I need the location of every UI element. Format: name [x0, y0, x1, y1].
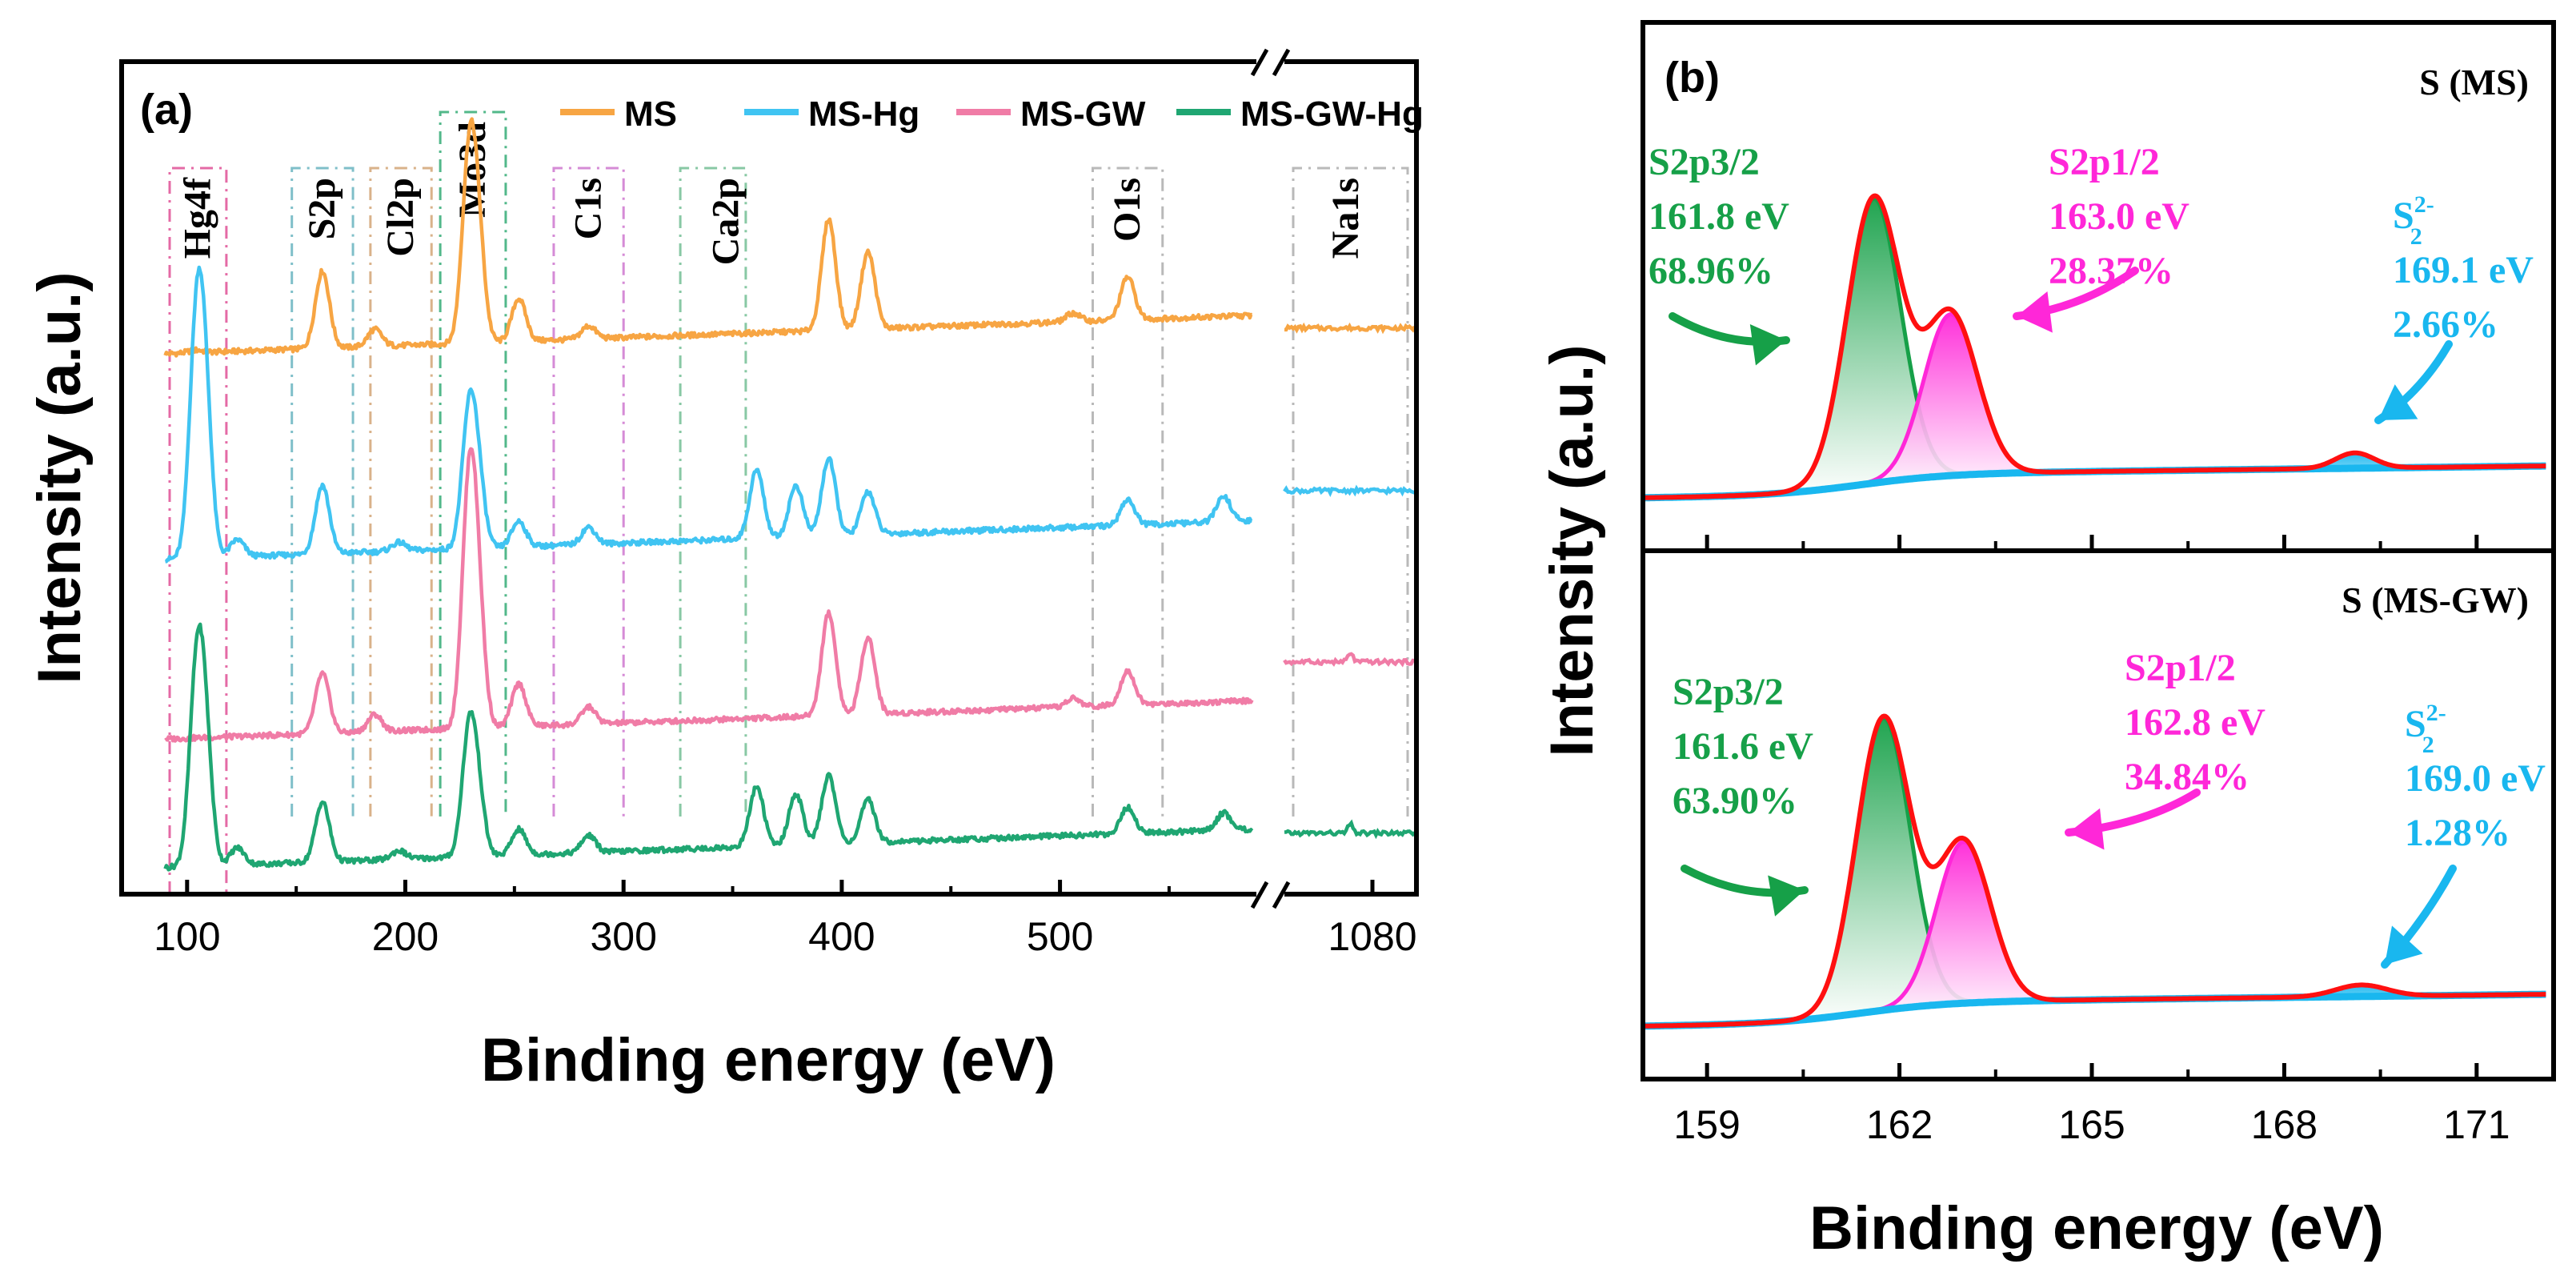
legend-label-ms-gw-hg: MS-GW-Hg [1240, 94, 1424, 134]
peak-label-s2p3-2-line-0: S2p3/2 [1649, 141, 1760, 183]
peak-label-s2p3-2-line-1: 161.6 eV [1673, 725, 1813, 768]
peak-label-s2p3-2-line-1: 161.8 eV [1649, 195, 1789, 238]
panel-b-top-sample-label: S (MS) [2419, 62, 2529, 102]
spectrum-ms-gw-hg [163, 622, 1254, 872]
panel-b-x-tick-label: 171 [2443, 1102, 2510, 1147]
spectrum-tail-ms-gw [1283, 652, 1416, 668]
arrow-head-s2p1-2 [2069, 808, 2105, 850]
arrow-head-s2p1-2 [2017, 291, 2053, 333]
peak-label-s2p3-2-line-2: 68.96% [1649, 250, 1773, 292]
panel-a-label: (a) [140, 86, 193, 134]
panel-a-x-tick-label: 400 [808, 914, 875, 959]
annotation-label-cl2p: Cl2p [379, 178, 422, 257]
panel-a-x-tick-label: 200 [372, 914, 439, 959]
panel-b: 159 162 165 168 171 (b) S (MS) S (MS-GW) Bin… [1538, 20, 2556, 1262]
panel-b-x-tick-label: 168 [2251, 1102, 2318, 1147]
spectrum-tail-ms-hg [1283, 484, 1416, 497]
panel-a-frame-left [119, 59, 1256, 897]
panel-b-top-subplot [1643, 193, 2546, 502]
panel-b-bottom-sample-label: S (MS-GW) [2342, 580, 2529, 620]
axis-break-top [1250, 48, 1291, 77]
panel-b-y-axis-title: Intensity (a.u.) [1538, 344, 1606, 756]
peak-label-s2p3-2-line-0: S2p3/2 [1673, 671, 1784, 713]
peak-label-s2-2-line-0: S2-2 [2405, 700, 2446, 758]
component-fill-s2p3-2 [1643, 199, 2546, 498]
annotation-label-ca2p: Ca2p [704, 178, 747, 265]
panel-b-x-tick-label: 165 [2058, 1102, 2125, 1147]
panel-b-x-tick-label: 159 [1673, 1102, 1740, 1147]
peak-label-s2p3-2-line-2: 63.90% [1673, 780, 1797, 822]
peak-label-s2p1-2-line-1: 162.8 eV [2125, 701, 2266, 744]
annotation-box-mo3d [439, 110, 507, 817]
panel-a-x-tick-label: 300 [590, 914, 656, 959]
spectrum-ms [163, 117, 1253, 358]
annotation-label-mo3d: Mo3d [451, 122, 494, 218]
panel-b-bottom-subplot [1643, 713, 2546, 1030]
peak-label-s2-2-line-2: 1.28% [2405, 812, 2510, 854]
annotation-label-c1s: C1s [567, 178, 610, 239]
legend-label-ms-hg: MS-Hg [808, 94, 919, 134]
panel-b-x-axis-title: Binding energy (eV) [1809, 1194, 2384, 1262]
spectrum-tail-ms-gw-hg [1284, 819, 1416, 840]
arrow-head-s2p3-2 [1749, 324, 1786, 366]
component-fill-s2p3-2 [1643, 718, 2546, 1026]
panel-a-frame-right [1284, 59, 1419, 897]
legend-label-ms-gw: MS-GW [1020, 94, 1146, 134]
annotation-label-s2p: S2p [301, 178, 343, 239]
peak-label-s2p1-2-line-0: S2p1/2 [2125, 647, 2236, 689]
legend-label-ms: MS [624, 94, 677, 134]
envelope-curve [1643, 713, 2546, 1029]
peak-label-s2-2-line-1: 169.1 eV [2393, 249, 2534, 291]
peak-label-s2p1-2-line-1: 163.0 eV [2049, 195, 2189, 238]
annotation-box-cl2p [369, 167, 433, 817]
panel-b-x-tick-label: 162 [1866, 1102, 1933, 1147]
arrow-head-s2-2 [2378, 384, 2418, 420]
annotation-label-hg4f: Hg4f [176, 177, 218, 259]
arrow-head-s2-2 [2385, 925, 2423, 965]
panel-b-label: (b) [1665, 54, 1720, 102]
spectrum-ms-hg [164, 265, 1253, 564]
panel-a-y-axis-title: Intensity (a.u.) [26, 271, 94, 684]
panel-a-legend: MS MS-Hg MS-GW MS-GW-Hg [560, 94, 1424, 134]
panel-a-x-tick-label: 1080 [1328, 914, 1416, 959]
annotation-box-o1s [1091, 167, 1164, 817]
peak-label-s2p1-2-line-0: S2p1/2 [2049, 141, 2160, 183]
peak-label-s2-2-line-1: 169.0 eV [2405, 757, 2546, 800]
annotation-box-na1s [1292, 167, 1409, 817]
panel-a: Hg4f S2p Cl2p Mo3d C1s Ca2p O1s Na1s 100 200 300 4… [26, 48, 1424, 1094]
envelope-curve [1643, 193, 2546, 500]
axis-break-bottom [1250, 881, 1291, 909]
arrow-head-s2p3-2 [1768, 875, 1805, 917]
annotation-label-na1s: Na1s [1324, 178, 1367, 259]
annotation-box-c1s [552, 167, 625, 817]
spectrum-tail-ms [1284, 322, 1416, 335]
spectrum-ms-gw [164, 447, 1254, 743]
annotation-box-ca2p [679, 167, 747, 817]
panel-a-x-axis-title: Binding energy (eV) [481, 1026, 1056, 1094]
panel-a-x-tick-label: 500 [1027, 914, 1093, 959]
peak-label-s2-2-line-2: 2.66% [2393, 303, 2498, 346]
peak-label-s2p1-2-line-2: 34.84% [2125, 756, 2249, 798]
annotation-box-s2p [290, 167, 355, 817]
panel-a-x-tick-label: 100 [154, 914, 220, 959]
annotation-label-o1s: O1s [1106, 178, 1148, 242]
peak-label-s2-2-line-0: S2-2 [2393, 191, 2434, 250]
